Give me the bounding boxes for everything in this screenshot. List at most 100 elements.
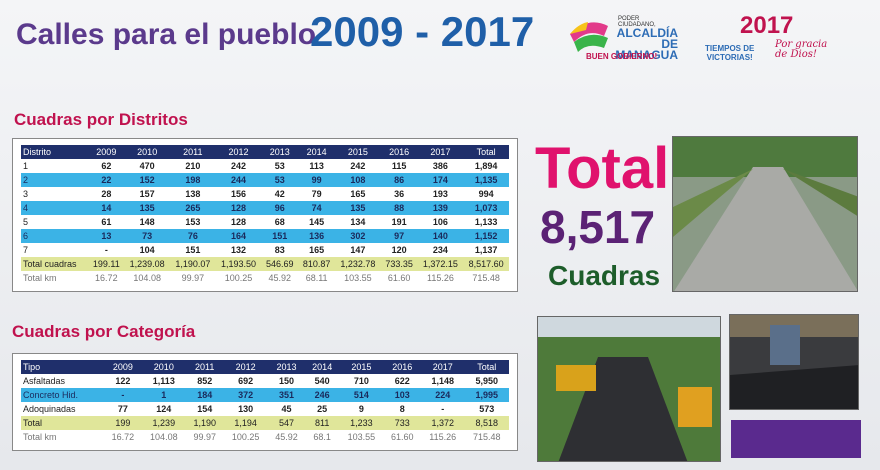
table-cell: 1,133: [474, 217, 498, 227]
logo-text: ALCALDÍA: [616, 26, 678, 40]
section-title: Cuadras por Distritos: [14, 110, 188, 129]
table-cell: 68.1: [313, 432, 331, 442]
table-cell: 4: [21, 201, 89, 215]
table-cell: Concreto Hid.: [21, 388, 105, 402]
table-cell: 165: [350, 189, 366, 199]
table-cell: 124: [156, 404, 172, 414]
table-cell: 2015: [335, 145, 381, 159]
table-row: 1 62 470 210 242 53 113 242 115 386 1,894: [21, 159, 509, 173]
table-cell: 120: [391, 245, 407, 255]
table-cell: 994: [478, 189, 494, 199]
table-cell: 36: [394, 189, 405, 199]
table-row: 5 61 148 153 128 68 145 134 191 106 1,133: [21, 215, 509, 229]
logo-text: PODER: [618, 16, 640, 22]
years: 2009 - 2017: [310, 8, 535, 55]
table-cell: 622: [394, 376, 410, 386]
table-cell: 199.11: [88, 257, 125, 271]
table-cell: 113: [309, 161, 324, 171]
table-cell: 42: [274, 189, 285, 199]
table-cell: 53: [274, 161, 285, 171]
table-cell: 174: [417, 173, 464, 187]
table-cell: 852: [197, 376, 213, 386]
table-cell: 234: [432, 245, 448, 255]
table-cell: 103.55: [344, 273, 372, 283]
table-cell: 1: [23, 161, 29, 171]
table-cell: 136: [298, 229, 336, 243]
table-row: 7 - 104 151 132 83 165 147 120 234 1,137: [21, 243, 509, 257]
table-cell: 8: [399, 404, 405, 414]
table-cell: 1,135: [463, 173, 509, 187]
table-cell: 28: [101, 189, 112, 199]
table-cell: 6: [21, 229, 89, 243]
table-cell: 1,194: [223, 416, 268, 430]
table-cell: 2012: [223, 360, 268, 374]
table-cell: 53: [261, 173, 299, 187]
table-cell: 103: [383, 388, 421, 402]
table-cell: 86: [380, 173, 418, 187]
table-cell: 79: [311, 189, 322, 199]
table-row: Tipo 2009 2010 2011 2012 2013 2014 2015 2016 2017…: [21, 360, 509, 374]
table-cell: 132: [230, 245, 247, 255]
table-cell: 1,372.15: [417, 257, 464, 271]
table-cell: 811: [305, 416, 340, 430]
table-cell: 2010: [141, 360, 187, 374]
table-cell: 151: [261, 229, 299, 243]
table-cell: 134: [350, 217, 366, 227]
table-cell: 2014: [298, 145, 336, 159]
photo-paving: [537, 316, 721, 462]
table-cell: 74: [298, 201, 336, 215]
table-cell: 150: [279, 376, 295, 386]
table-cell: 61.60: [387, 273, 411, 283]
table-cell: 148: [139, 217, 155, 227]
data-table: Distrito 2009 2010 2011 2012 2013 2014 2015 2016…: [21, 145, 509, 285]
summary-label: Total: [535, 136, 670, 201]
color-bar: [731, 420, 861, 458]
table-cell: 3: [23, 189, 29, 199]
table-cell: Total km: [23, 273, 57, 283]
photo-workers: [729, 314, 859, 410]
table-cell: 2016: [380, 145, 418, 159]
table-cell: 135: [124, 201, 171, 215]
table-cell: Total: [464, 360, 509, 374]
table-cell: 470: [139, 161, 155, 171]
table-cell: 2009: [88, 145, 125, 159]
table-cell: 2: [21, 173, 89, 187]
table-cell: 157: [139, 189, 155, 199]
table-cell: 2011: [186, 360, 224, 374]
table-row: 4 14 135 265 128 96 74 135 88 139 1,073: [21, 201, 509, 215]
table-row: 2 22 152 198 244 53 99 108 86 174 1,135: [21, 173, 509, 187]
summary-unit: Cuadras: [548, 260, 661, 291]
table-cell: 115.26: [429, 432, 457, 442]
table-cell: Asfaltadas: [23, 376, 66, 386]
table-cell: 25: [317, 404, 328, 414]
table-cell: 2014: [305, 360, 340, 374]
data-table: Tipo 2009 2010 2011 2012 2013 2014 2015 2016 2017…: [21, 360, 509, 444]
table-cell: -: [441, 404, 445, 414]
table-cell: 164: [215, 229, 262, 243]
table-cell: 8,517.60: [463, 257, 509, 271]
table-cell: 573: [479, 404, 495, 414]
table-cell: 104: [139, 245, 155, 255]
table-cell: 156: [230, 189, 247, 199]
table-cell: 265: [170, 201, 216, 215]
table-cell: -: [104, 388, 142, 402]
table-cell: 153: [185, 217, 201, 227]
table-cell: 5: [23, 217, 29, 227]
logo-icon: [570, 22, 608, 52]
table-cell: 128: [215, 201, 262, 215]
table-cell: 547: [267, 416, 306, 430]
table-cell: 1,152: [463, 229, 509, 243]
table-cell: 546.69: [261, 257, 299, 271]
table-cell: 2017: [420, 360, 465, 374]
table-cell: 61.60: [390, 432, 414, 442]
table-cell: 8,518: [464, 416, 509, 430]
table-box: Tipo 2009 2010 2011 2012 2013 2014 2015 2016 2017…: [12, 353, 518, 451]
table-cell: 224: [420, 388, 465, 402]
table-cell: 191: [391, 217, 407, 227]
table-cell: 1,113: [152, 376, 175, 386]
table-cell: 1,995: [464, 388, 509, 402]
table-cell: 99: [298, 173, 336, 187]
table-row: Asfaltadas 122 1,113 852 692 150 540 710 622 1,14…: [21, 374, 509, 388]
table-cell: Total km: [23, 432, 57, 442]
